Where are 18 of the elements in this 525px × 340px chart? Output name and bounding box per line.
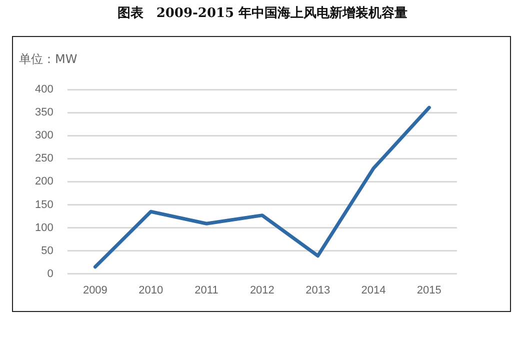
y-tick-label: 150 <box>34 198 54 211</box>
y-tick-label: 400 <box>34 84 54 96</box>
y-tick-label: 0 <box>47 268 54 280</box>
y-tick-label: 200 <box>34 176 54 188</box>
x-tick-label: 2014 <box>361 284 386 296</box>
x-tick-label: 2011 <box>194 284 218 296</box>
chart-title: 图表 2009-2015 年中国海上风电新增装机容量 <box>116 4 409 22</box>
y-axis-title: 单位：MW <box>19 51 78 68</box>
x-tick-label: 2012 <box>250 284 274 296</box>
x-tick-label: 2009 <box>82 284 108 296</box>
y-tick-label: 50 <box>41 244 54 257</box>
y-tick-label: 300 <box>34 130 54 142</box>
x-tick-label: 2013 <box>306 284 330 296</box>
y-tick-label: 250 <box>34 152 54 165</box>
y-tick-label: 350 <box>34 106 54 119</box>
x-tick-label: 2015 <box>416 284 442 296</box>
x-tick-label: 2010 <box>138 284 164 296</box>
y-tick-label: 100 <box>34 222 54 234</box>
